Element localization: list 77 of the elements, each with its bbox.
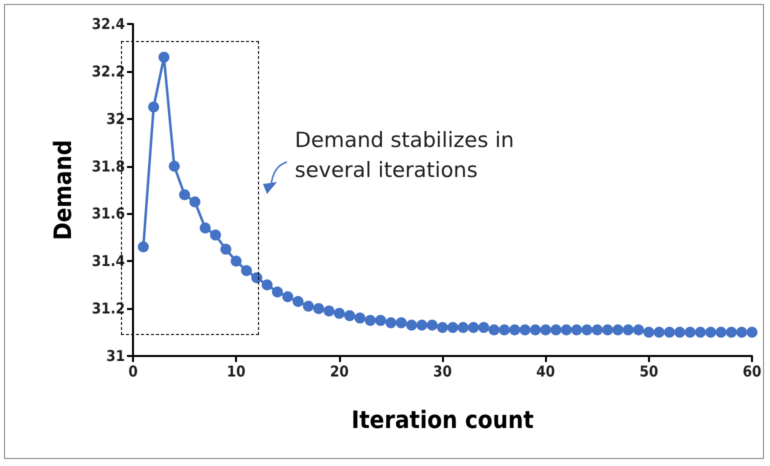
- y-tick-label: 31: [106, 347, 125, 365]
- x-tick-label: 30: [433, 362, 452, 380]
- annotation: Demand stabilizes in several iterations: [294, 127, 516, 184]
- y-tick-label: 31.4: [92, 252, 125, 270]
- point: [571, 324, 582, 336]
- point: [158, 52, 170, 63]
- point: [726, 326, 737, 338]
- point: [364, 314, 376, 326]
- point: [520, 324, 531, 336]
- point: [684, 326, 696, 338]
- point: [509, 324, 520, 336]
- point: [292, 296, 304, 307]
- point: [602, 324, 614, 336]
- point: [488, 324, 500, 336]
- point: [581, 324, 592, 336]
- point: [746, 326, 758, 338]
- y-tick-label: 32.2: [92, 62, 125, 80]
- point: [272, 286, 283, 298]
- point: [168, 160, 180, 172]
- point: [302, 300, 314, 312]
- point: [354, 312, 366, 324]
- y-tick-label: 32.4: [92, 15, 125, 33]
- point: [560, 324, 572, 336]
- point: [179, 189, 190, 200]
- point: [550, 324, 562, 336]
- point: [530, 324, 541, 336]
- x-tick-label: 50: [639, 362, 658, 380]
- point: [344, 310, 356, 322]
- point: [230, 256, 242, 267]
- point: [736, 326, 748, 338]
- point: [643, 326, 654, 338]
- point: [654, 326, 665, 338]
- point: [592, 324, 603, 336]
- point: [633, 324, 644, 336]
- point: [148, 102, 160, 112]
- y-tick-label: 31.6: [92, 204, 125, 223]
- x-tick-label: 0: [128, 362, 138, 380]
- point: [674, 326, 686, 338]
- point: [220, 244, 232, 255]
- point: [468, 322, 479, 334]
- point: [426, 320, 438, 331]
- point: [458, 322, 469, 334]
- point: [694, 326, 706, 338]
- point: [622, 324, 634, 336]
- x-tick-label: 20: [330, 362, 349, 380]
- point: [716, 326, 727, 338]
- point: [705, 326, 716, 338]
- point: [251, 272, 262, 284]
- x-tick-label: 40: [536, 362, 556, 380]
- point: [478, 322, 490, 334]
- point: [138, 241, 149, 252]
- point: [200, 222, 211, 234]
- y-axis-title: Demand: [49, 140, 77, 240]
- y-tick-label: 31.2: [92, 300, 125, 318]
- point: [540, 324, 552, 336]
- x-tick-label: 60: [742, 362, 762, 380]
- point: [385, 317, 396, 328]
- point: [334, 308, 345, 319]
- point: [324, 305, 335, 316]
- point: [406, 320, 418, 331]
- point: [612, 324, 624, 336]
- point: [262, 279, 273, 290]
- point: [447, 322, 458, 334]
- point: [416, 320, 428, 331]
- y-tick-label: 31.8: [92, 157, 125, 176]
- point: [282, 291, 294, 302]
- point: [498, 324, 510, 336]
- point: [210, 230, 222, 241]
- point: [437, 322, 448, 334]
- point: [664, 326, 675, 338]
- point: [240, 265, 252, 276]
- point: [313, 303, 324, 314]
- point: [396, 317, 407, 328]
- x-axis-title: Iteration count: [351, 406, 534, 434]
- point: [375, 314, 386, 326]
- x-tick-label: 10: [226, 362, 246, 380]
- point: [189, 196, 200, 208]
